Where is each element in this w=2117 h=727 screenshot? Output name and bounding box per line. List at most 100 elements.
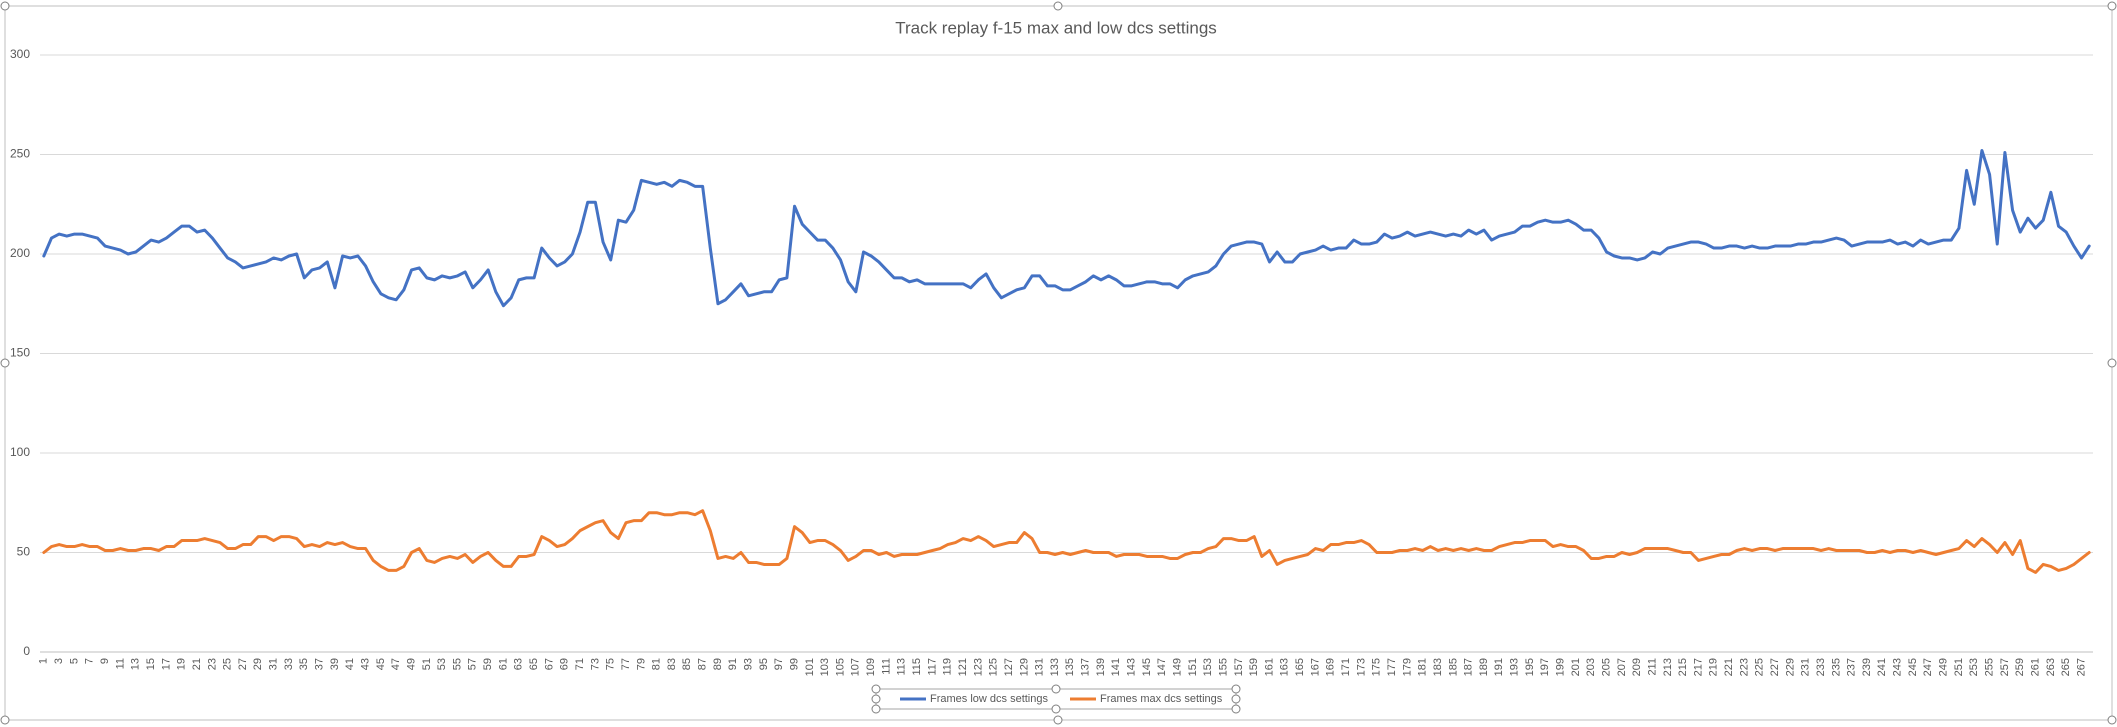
x-tick-label: 107 — [850, 658, 862, 676]
x-tick-label: 49 — [405, 658, 417, 670]
x-tick-label: 255 — [1983, 658, 1995, 676]
x-tick-label: 17 — [160, 658, 172, 670]
x-tick-label: 163 — [1279, 658, 1291, 676]
x-tick-label: 213 — [1662, 658, 1674, 676]
x-tick-label: 35 — [298, 658, 310, 670]
x-tick-label: 15 — [145, 658, 157, 670]
x-tick-label: 101 — [804, 658, 816, 676]
x-tick-label: 77 — [620, 658, 632, 670]
x-tick-label: 115 — [911, 658, 923, 676]
x-tick-label: 13 — [130, 658, 142, 670]
x-tick-label: 11 — [114, 658, 126, 669]
x-tick-label: 139 — [1095, 658, 1107, 676]
handle — [0, 1, 10, 11]
x-tick-label: 151 — [1187, 658, 1199, 676]
x-tick-label: 245 — [1907, 658, 1919, 676]
y-tick-label: 250 — [10, 147, 30, 161]
handle — [871, 694, 881, 704]
x-tick-label: 81 — [651, 658, 663, 670]
x-tick-label: 149 — [1171, 658, 1183, 676]
x-tick-label: 45 — [375, 658, 387, 670]
x-tick-label: 27 — [237, 658, 249, 670]
x-tick-label: 125 — [988, 658, 1000, 676]
x-tick-label: 53 — [436, 658, 448, 670]
x-tick-label: 127 — [1003, 658, 1015, 676]
x-tick-label: 201 — [1570, 658, 1582, 676]
x-tick-label: 43 — [359, 658, 371, 670]
handle — [1051, 684, 1061, 694]
legend-label: Frames max dcs settings — [1100, 693, 1223, 705]
x-tick-label: 217 — [1692, 658, 1704, 676]
x-tick-label: 183 — [1432, 658, 1444, 676]
x-tick-label: 195 — [1524, 658, 1536, 676]
handle — [1053, 1, 1063, 11]
x-tick-label: 265 — [2060, 658, 2072, 676]
x-tick-label: 221 — [1723, 658, 1735, 676]
x-tick-label: 189 — [1478, 658, 1490, 676]
x-tick-label: 75 — [605, 658, 617, 670]
x-tick-label: 7 — [84, 658, 96, 664]
x-tick-label: 121 — [957, 658, 969, 676]
handle — [2107, 715, 2117, 725]
y-tick-label: 100 — [10, 445, 30, 459]
x-tick-label: 241 — [1876, 658, 1888, 676]
x-tick-label: 137 — [1080, 658, 1092, 676]
y-tick-label: 300 — [10, 47, 30, 61]
handle — [1231, 694, 1241, 704]
x-tick-label: 207 — [1616, 658, 1628, 676]
x-tick-label: 181 — [1417, 658, 1429, 676]
x-tick-label: 155 — [1217, 658, 1229, 676]
x-tick-label: 79 — [635, 658, 647, 670]
x-tick-label: 5 — [68, 658, 80, 664]
x-tick-label: 71 — [574, 658, 586, 670]
x-tick-label: 215 — [1677, 658, 1689, 676]
x-tick-label: 89 — [712, 658, 724, 670]
x-tick-label: 171 — [1340, 658, 1352, 676]
x-tick-label: 263 — [2045, 658, 2057, 676]
x-tick-label: 165 — [1294, 658, 1306, 676]
x-tick-label: 193 — [1509, 658, 1521, 676]
x-tick-label: 167 — [1309, 658, 1321, 676]
x-tick-label: 223 — [1738, 658, 1750, 676]
chart-title: Track replay f-15 max and low dcs settin… — [895, 18, 1217, 37]
x-tick-label: 267 — [2075, 658, 2087, 676]
series-line — [42, 149, 2091, 308]
x-tick-label: 111 — [880, 658, 892, 675]
x-tick-label: 103 — [819, 658, 831, 676]
x-tick-label: 143 — [1126, 658, 1138, 676]
x-tick-label: 57 — [467, 658, 479, 670]
x-tick-label: 61 — [497, 658, 509, 670]
x-tick-label: 243 — [1892, 658, 1904, 676]
x-tick-label: 85 — [681, 658, 693, 670]
x-tick-label: 23 — [206, 658, 218, 670]
x-tick-label: 19 — [176, 658, 188, 670]
legend-label: Frames low dcs settings — [930, 693, 1048, 705]
x-tick-label: 29 — [252, 658, 264, 670]
x-tick-label: 87 — [697, 658, 709, 670]
x-tick-label: 21 — [191, 658, 203, 670]
y-tick-label: 150 — [10, 346, 30, 360]
x-tick-label: 129 — [1018, 658, 1030, 676]
x-tick-label: 251 — [1953, 658, 1965, 676]
x-tick-label: 65 — [528, 658, 540, 670]
handle — [0, 358, 10, 368]
x-tick-label: 157 — [1233, 658, 1245, 676]
x-tick-label: 153 — [1202, 658, 1214, 676]
x-tick-label: 175 — [1371, 658, 1383, 676]
x-tick-label: 161 — [1263, 658, 1275, 676]
x-tick-label: 261 — [2029, 658, 2041, 676]
x-tick-label: 91 — [727, 658, 739, 670]
x-tick-label: 141 — [1110, 658, 1122, 676]
x-tick-label: 135 — [1064, 658, 1076, 676]
x-tick-label: 259 — [2014, 658, 2026, 676]
x-tick-label: 237 — [1846, 658, 1858, 676]
x-tick-label: 185 — [1447, 658, 1459, 676]
x-tick-label: 133 — [1049, 658, 1061, 676]
x-tick-label: 117 — [926, 658, 938, 676]
y-tick-label: 50 — [17, 545, 31, 559]
handle — [0, 715, 10, 725]
x-tick-label: 41 — [344, 658, 356, 670]
x-tick-label: 147 — [1156, 658, 1168, 676]
